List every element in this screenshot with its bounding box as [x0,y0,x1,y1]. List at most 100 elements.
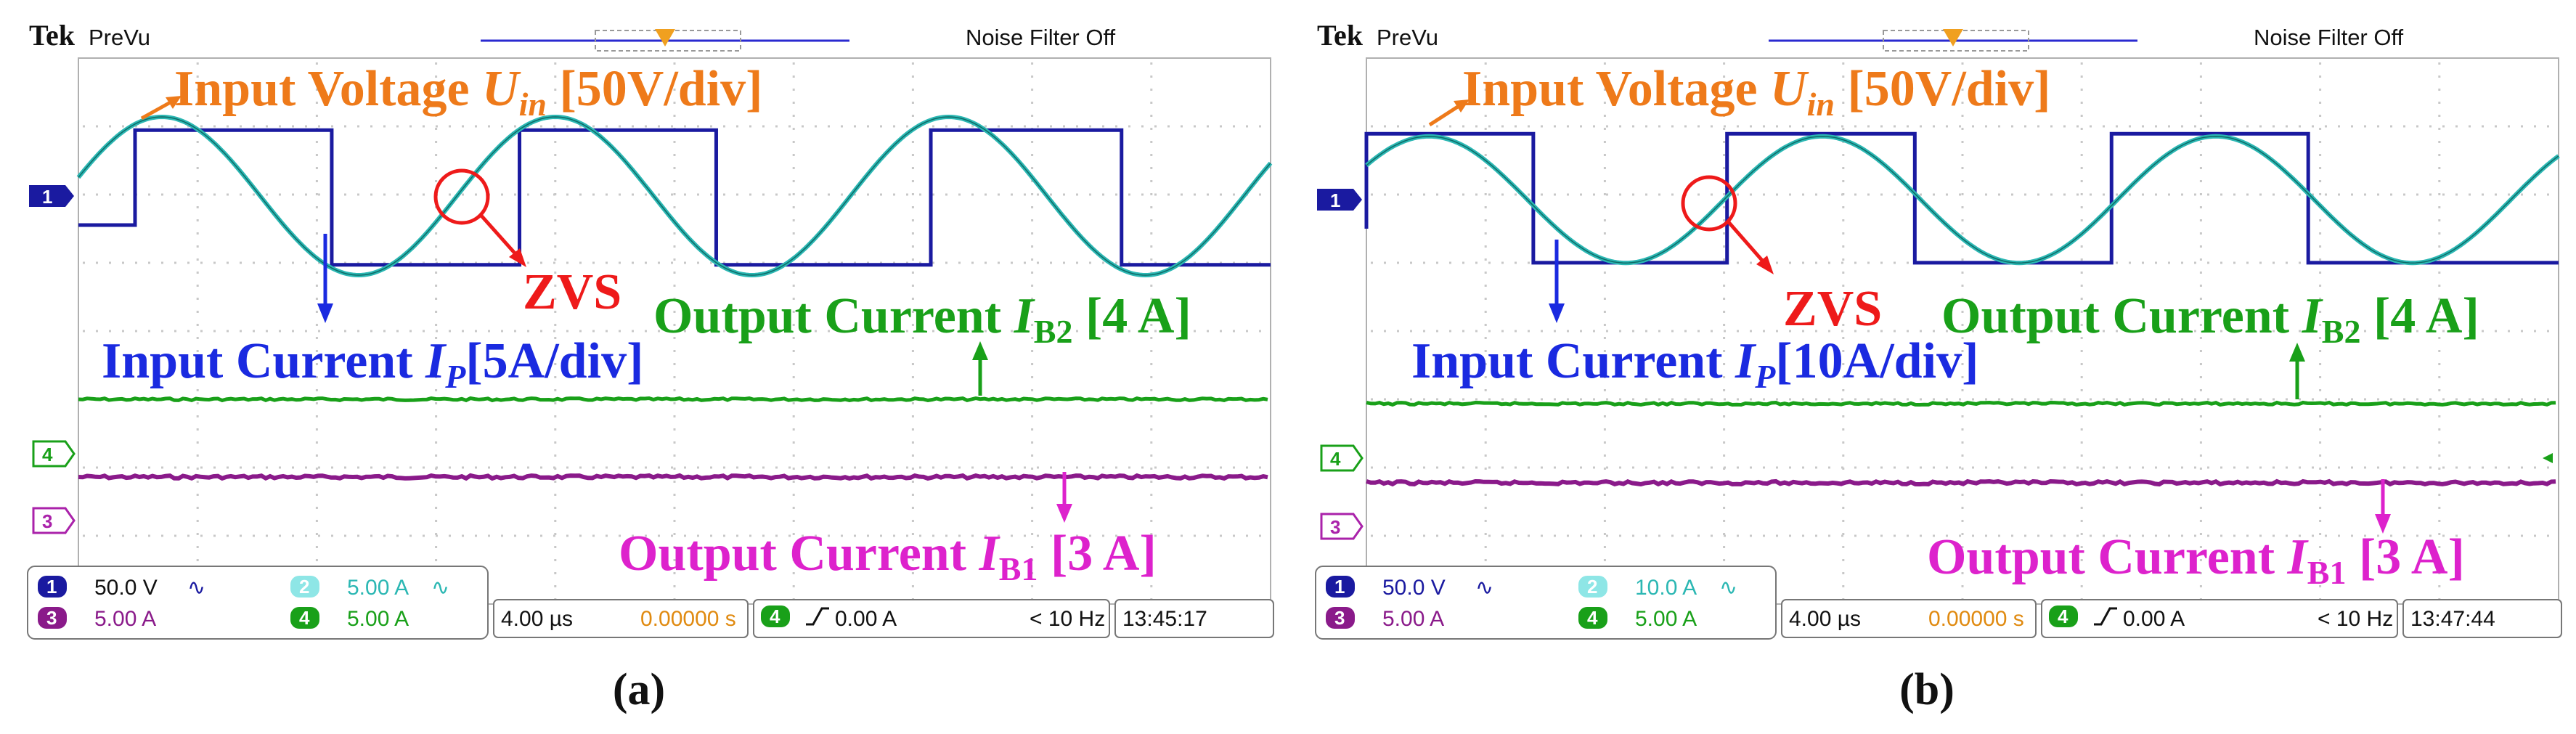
grid-dot [1089,125,1091,128]
grid-dot [213,125,216,128]
grid-dot [1842,520,1845,522]
grid-dot [1150,154,1153,156]
grid-dot [2063,398,2066,401]
grid-dot [2364,330,2366,333]
grid-dot [1259,125,1261,128]
grid-dot [1841,534,1843,537]
grid-dot [2024,193,2026,196]
grid-dot [435,141,438,143]
grid-dot [1031,324,1034,326]
grid-dot [1233,466,1235,469]
grid-dot [2129,261,2131,264]
grid-dot [2438,219,2441,221]
grid-dot [1920,125,1922,128]
grid-dot [2233,330,2235,333]
grid-dot [1723,507,1726,509]
grid-dot [2259,398,2262,401]
grid-dot [2259,261,2262,264]
grid-dot [1603,376,1606,378]
grid-dot [1723,285,1726,287]
grid-dot [1554,466,1556,469]
grid-dot [370,330,372,333]
grid-dot [1150,193,1153,195]
grid-dot [2299,330,2301,333]
grid-dot [554,206,557,208]
grid-dot [673,363,676,365]
voltage-arrow [140,96,182,121]
grid-dot [1842,376,1845,378]
grid-dot [161,466,163,469]
grid-dot [2547,125,2549,128]
grid-dot [1031,494,1034,496]
grid-dot [1167,125,1170,128]
grid-dot [1554,193,1556,196]
grid-dot [1789,125,1791,128]
grid-dot [2199,154,2202,156]
grid-dot [1031,245,1034,248]
grid-dot [2416,398,2418,401]
grid-dot [1423,534,1425,537]
grid-dot [554,481,557,483]
grid-dot [196,154,199,156]
grid-dot [911,62,914,65]
grid-dot [2116,466,2118,469]
grid-dot [1050,330,1052,333]
grid-dot [1603,520,1606,522]
grid-dot [619,261,621,264]
grid-dot [2319,494,2322,496]
grid-dot [1603,546,1606,548]
grid-dot [96,330,98,333]
grid-dot [435,402,438,404]
grid-dot [1128,466,1130,469]
grid-dot [2199,415,2202,417]
grid-dot [196,324,199,326]
grid-dot [606,330,608,333]
grid-dot [971,261,974,264]
grid-dot [736,261,738,264]
grid-dot [2142,466,2144,469]
grid-dot [1972,534,1974,537]
grid-dot [673,441,676,444]
grid-dot [2442,466,2445,469]
grid-dot [2063,330,2066,333]
grid-dot [2142,398,2144,401]
grid-dot [148,125,150,128]
grid-dot [998,466,1000,469]
grid-dot [2325,534,2327,537]
grid-dot [1384,466,1386,469]
grid-dot [1867,398,1870,401]
grid-dot [449,261,451,264]
grid-dot [435,89,438,91]
grid-dot [83,466,85,469]
grid-dot [2080,520,2083,522]
grid-dot [1484,167,1487,169]
grid-dot [2080,115,2083,117]
grid-dot [1246,330,1248,333]
grid-dot [553,466,555,469]
grid-dot [196,232,199,235]
grid-dot [1462,330,1464,333]
grid-dot [828,466,830,469]
grid-dot [1102,261,1104,264]
grid-dot [2207,330,2209,333]
grid-dot [109,125,111,128]
grid-dot [1554,125,1556,128]
grid-dot [579,534,582,537]
grid-dot [911,180,914,182]
grid-dot [1723,62,1726,65]
grid-dot [945,534,947,537]
grid-dot [1410,193,1412,196]
grid-dot [2011,398,2013,401]
grid-dot [423,261,425,264]
grid-dot [1154,261,1157,264]
grid-dot [315,428,318,431]
grid-dot [1501,534,1504,537]
grid-dot [315,520,318,522]
grid-dot [1475,330,1477,333]
grid-dot [462,193,464,196]
grid-dot [1462,466,1464,469]
grid-dot [554,533,557,535]
grid-dot [1880,534,1883,537]
grid-dot [1567,125,1569,128]
grid-dot [423,193,425,196]
